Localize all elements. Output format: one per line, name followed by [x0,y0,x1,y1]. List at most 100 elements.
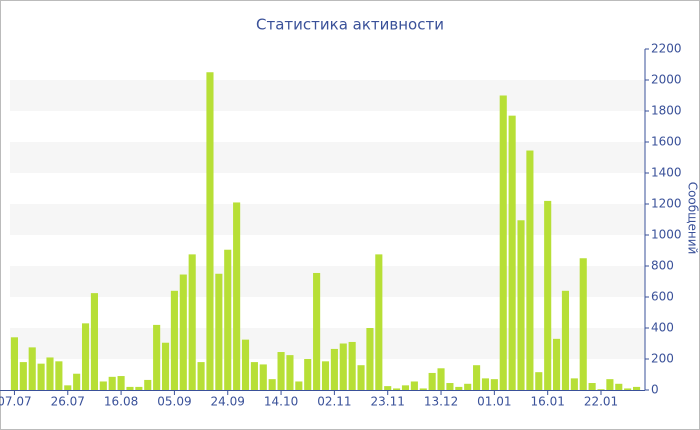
x-tick-label: 14.10 [264,395,298,409]
bar [224,249,232,390]
bar [339,343,347,390]
bar [215,273,223,390]
grid-band [10,204,645,235]
bar [428,372,436,390]
bar [295,381,303,390]
bar [161,342,170,390]
bar [321,361,330,390]
x-tick-label: 22.01 [584,395,618,409]
bar [250,362,258,390]
bar [570,378,578,390]
bar [526,150,534,390]
background [10,80,645,359]
bar [286,355,294,390]
bar [28,347,36,390]
bar [259,364,267,390]
bar [241,339,250,390]
bar [553,338,561,390]
bar [206,72,214,390]
y-tick-label: 2200 [651,42,682,56]
bar [357,365,365,390]
y-tick-label: 400 [651,321,674,335]
bar [170,290,178,390]
bar [19,362,27,390]
bar [410,381,418,390]
y-tick-label: 200 [651,352,674,366]
bar [153,324,161,390]
x-tick-label: 26.07 [51,395,85,409]
bar [455,386,463,390]
y-tick-label: 600 [651,290,674,304]
bar [188,254,196,390]
bar [233,202,241,390]
grid-band [10,328,645,359]
bar [490,379,498,390]
bar [144,379,152,390]
y-tick-label: 1800 [651,104,682,118]
x-tick-label: 13.12 [424,395,458,409]
bar [597,389,605,390]
bar [384,386,392,390]
y-tick-label: 800 [651,259,674,273]
x-tick-label: 02.11 [317,395,351,409]
bar [366,328,374,390]
bar [108,376,116,390]
bar [375,254,383,390]
bar [561,290,570,390]
bar [179,274,187,390]
y-axis-label: Сообщений [686,182,700,255]
bar [90,293,98,390]
bar [117,376,125,390]
bar [55,361,63,390]
bar [304,359,312,390]
bar [99,381,107,390]
bar [606,379,614,390]
bar [464,383,472,390]
bar [37,363,45,390]
bar [633,386,641,390]
bar [126,386,134,390]
bar [197,362,205,390]
x-tick-label: 07.07 [0,395,32,409]
chart-title: Статистика активности [256,16,444,34]
bar [588,383,596,390]
bar [73,373,81,390]
bar [401,385,410,390]
bar [81,323,90,390]
bar [517,220,525,390]
bar [277,352,285,390]
y-tick-label: 1400 [651,166,682,180]
bar [535,372,543,390]
bar [348,341,356,390]
y-tick-label: 1600 [651,135,682,149]
bar [135,386,143,390]
bar [268,379,276,390]
bar [499,95,507,390]
x-tick-label: 16.08 [104,395,138,409]
y-tick-label: 1000 [651,228,682,242]
bar [46,357,54,390]
x-tick-label: 01.01 [477,395,511,409]
bar [419,388,427,390]
bar [446,383,454,390]
x-tick-label: 24.09 [211,395,245,409]
x-tick-label: 16.01 [531,395,565,409]
bar [64,385,72,390]
bar [508,115,516,391]
bar [393,388,401,390]
bar [624,388,632,390]
grid-band [10,80,645,111]
bar [544,200,552,390]
bar [473,365,481,390]
x-tick-label: 23.11 [371,395,405,409]
bar [437,368,445,390]
bar [615,383,623,390]
bar [10,337,18,390]
grid-band [10,266,645,297]
bar [481,378,490,390]
bar [579,258,587,390]
grid-band [10,142,645,173]
y-tick-label: 1200 [651,197,682,211]
bar [313,272,321,390]
